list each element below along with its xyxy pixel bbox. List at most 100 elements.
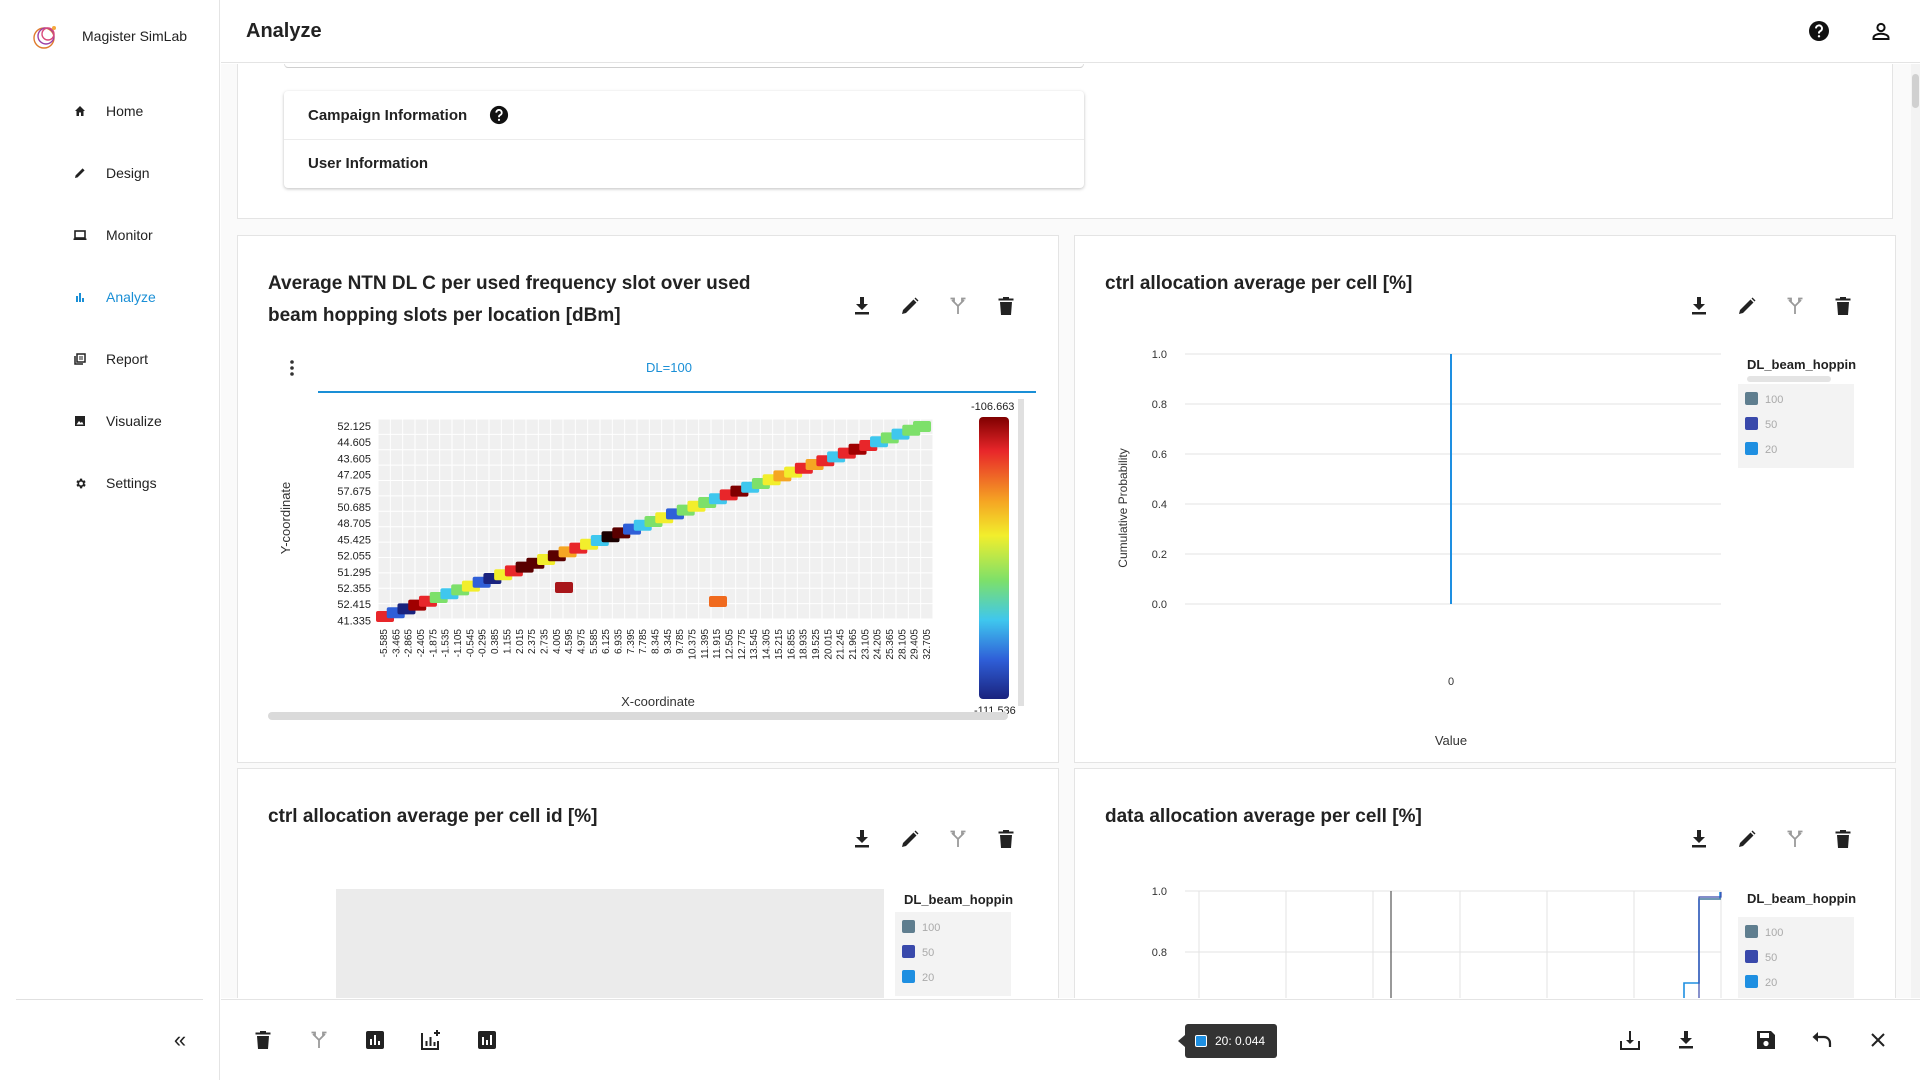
image-icon	[72, 413, 88, 429]
delete-button[interactable]	[1831, 827, 1855, 851]
collapse-sidebar-button[interactable]: «	[168, 1027, 192, 1052]
close-button[interactable]	[1866, 1028, 1890, 1052]
chart-button[interactable]	[363, 1028, 387, 1052]
heatmap-cell[interactable]	[555, 582, 573, 593]
download-button[interactable]	[1687, 827, 1711, 851]
y-tick-label: 51.295	[337, 567, 371, 579]
nav-item-report[interactable]: Report	[0, 328, 219, 390]
legend-item[interactable]: 50	[1745, 950, 1777, 964]
data-allocation-cell-panel: data allocation average per cell [%] 1.0…	[1074, 768, 1896, 998]
page-scrollbar[interactable]	[1911, 64, 1920, 998]
merge-icon	[950, 297, 966, 314]
user-information-row[interactable]: User Information	[284, 139, 1084, 187]
nav-item-design[interactable]: Design	[0, 142, 219, 204]
split-button[interactable]	[946, 294, 970, 318]
account-button[interactable]	[1868, 18, 1894, 44]
legend-swatch	[1745, 442, 1758, 455]
x-tick-label: -1.105	[453, 629, 464, 658]
legend-item[interactable]: 20	[1745, 442, 1777, 456]
tab-dl-100[interactable]: DL=100	[646, 360, 692, 375]
legend-item[interactable]: 20	[902, 970, 934, 984]
heatmap-cell[interactable]	[709, 596, 727, 607]
nav-item-visualize[interactable]: Visualize	[0, 390, 219, 452]
add-chart-button[interactable]	[419, 1028, 443, 1052]
series-line-50	[1698, 892, 1722, 998]
pencil-icon	[72, 165, 88, 181]
trash-icon	[1835, 297, 1851, 315]
horizontal-scrollbar[interactable]	[268, 712, 1008, 720]
delete-button[interactable]	[994, 294, 1018, 318]
legend-item[interactable]: 100	[1745, 392, 1783, 406]
edit-button[interactable]	[898, 827, 922, 851]
y-tick-label: 48.705	[337, 518, 371, 530]
campaign-information-row[interactable]: Campaign Information	[284, 91, 1084, 139]
help-button[interactable]	[1806, 18, 1832, 44]
merge-button[interactable]	[307, 1028, 331, 1052]
nav-label: Report	[106, 351, 149, 367]
x-tick-label: 0.385	[490, 629, 501, 654]
x-tick-label: 2.735	[539, 629, 550, 654]
split-button[interactable]	[946, 827, 970, 851]
top-header: Analyze	[221, 0, 1920, 63]
y-axis-label: Y-coordinate	[278, 482, 293, 555]
legend-item[interactable]: 100	[1745, 925, 1783, 939]
legend-item[interactable]: 50	[1745, 417, 1777, 431]
import-button[interactable]	[1618, 1028, 1642, 1052]
edit-button[interactable]	[1735, 827, 1759, 851]
scroll-thumb[interactable]	[1912, 74, 1919, 108]
x-tick-label: 6.125	[601, 629, 612, 654]
info-section: Campaign Information User Information	[237, 64, 1893, 219]
nav-label: Visualize	[106, 413, 162, 429]
x-tick-label: 11.915	[712, 629, 723, 659]
brand[interactable]: Magister SimLab	[0, 0, 219, 72]
merge-icon	[950, 830, 966, 847]
legend-item[interactable]: 50	[902, 945, 934, 959]
legend-label: 20	[922, 972, 934, 984]
legend-label: 100	[1765, 927, 1783, 939]
x-tick-label: -1.535	[441, 629, 452, 658]
delete-all-button[interactable]	[251, 1028, 275, 1052]
app-name: Magister SimLab	[82, 28, 188, 44]
x-tick-label: 4.975	[576, 629, 587, 654]
logo-icon	[33, 26, 56, 49]
sidebar: Magister SimLab Home Design Monitor Anal…	[0, 0, 220, 1080]
y-tick-label: 52.415	[337, 599, 371, 611]
heatmap-cell[interactable]	[913, 421, 931, 432]
split-button[interactable]	[1783, 827, 1807, 851]
x-tick-label: 6.935	[613, 629, 624, 654]
chart-settings-button[interactable]	[475, 1028, 499, 1052]
undo-button[interactable]	[1810, 1028, 1834, 1052]
download-button[interactable]	[850, 294, 874, 318]
y-tick-label: 50.685	[337, 502, 371, 514]
save-button[interactable]	[1754, 1028, 1778, 1052]
download-all-button[interactable]	[1674, 1028, 1698, 1052]
delete-button[interactable]	[994, 827, 1018, 851]
nav-item-monitor[interactable]: Monitor	[0, 204, 219, 266]
download-button[interactable]	[850, 827, 874, 851]
download-button[interactable]	[1687, 294, 1711, 318]
legend-item[interactable]: 100	[902, 920, 940, 934]
legend-item[interactable]: 20	[1745, 975, 1777, 989]
help-icon[interactable]	[489, 105, 509, 125]
download-icon	[1692, 830, 1706, 848]
tab-underline	[318, 391, 1036, 393]
legend-scrollbar[interactable]	[1747, 376, 1831, 382]
nav-item-settings[interactable]: Settings	[0, 452, 219, 514]
y-axis-label: Cumulative Probability	[1116, 448, 1130, 567]
nav-item-analyze[interactable]: Analyze	[0, 266, 219, 328]
user-information-label: User Information	[308, 155, 429, 172]
x-tick-label: 14.305	[762, 629, 773, 660]
colorbar-scrollbar[interactable]	[1018, 399, 1024, 706]
info-card: Campaign Information User Information	[284, 91, 1084, 188]
chart-menu-icon[interactable]	[290, 360, 294, 376]
split-button[interactable]	[1783, 294, 1807, 318]
y-tick-label: 0.2	[1152, 549, 1167, 561]
nav-item-home[interactable]: Home	[0, 80, 219, 142]
x-tick-label: 12.775	[737, 629, 748, 660]
delete-button[interactable]	[1831, 294, 1855, 318]
edit-button[interactable]	[1735, 294, 1759, 318]
edit-button[interactable]	[898, 294, 922, 318]
x-tick-label: 21.245	[836, 629, 847, 660]
x-tick-label: 1.155	[502, 629, 513, 654]
y-tick-labels: 1.0 0.8 0.6 0.4 0.2 0.0	[1152, 349, 1167, 611]
